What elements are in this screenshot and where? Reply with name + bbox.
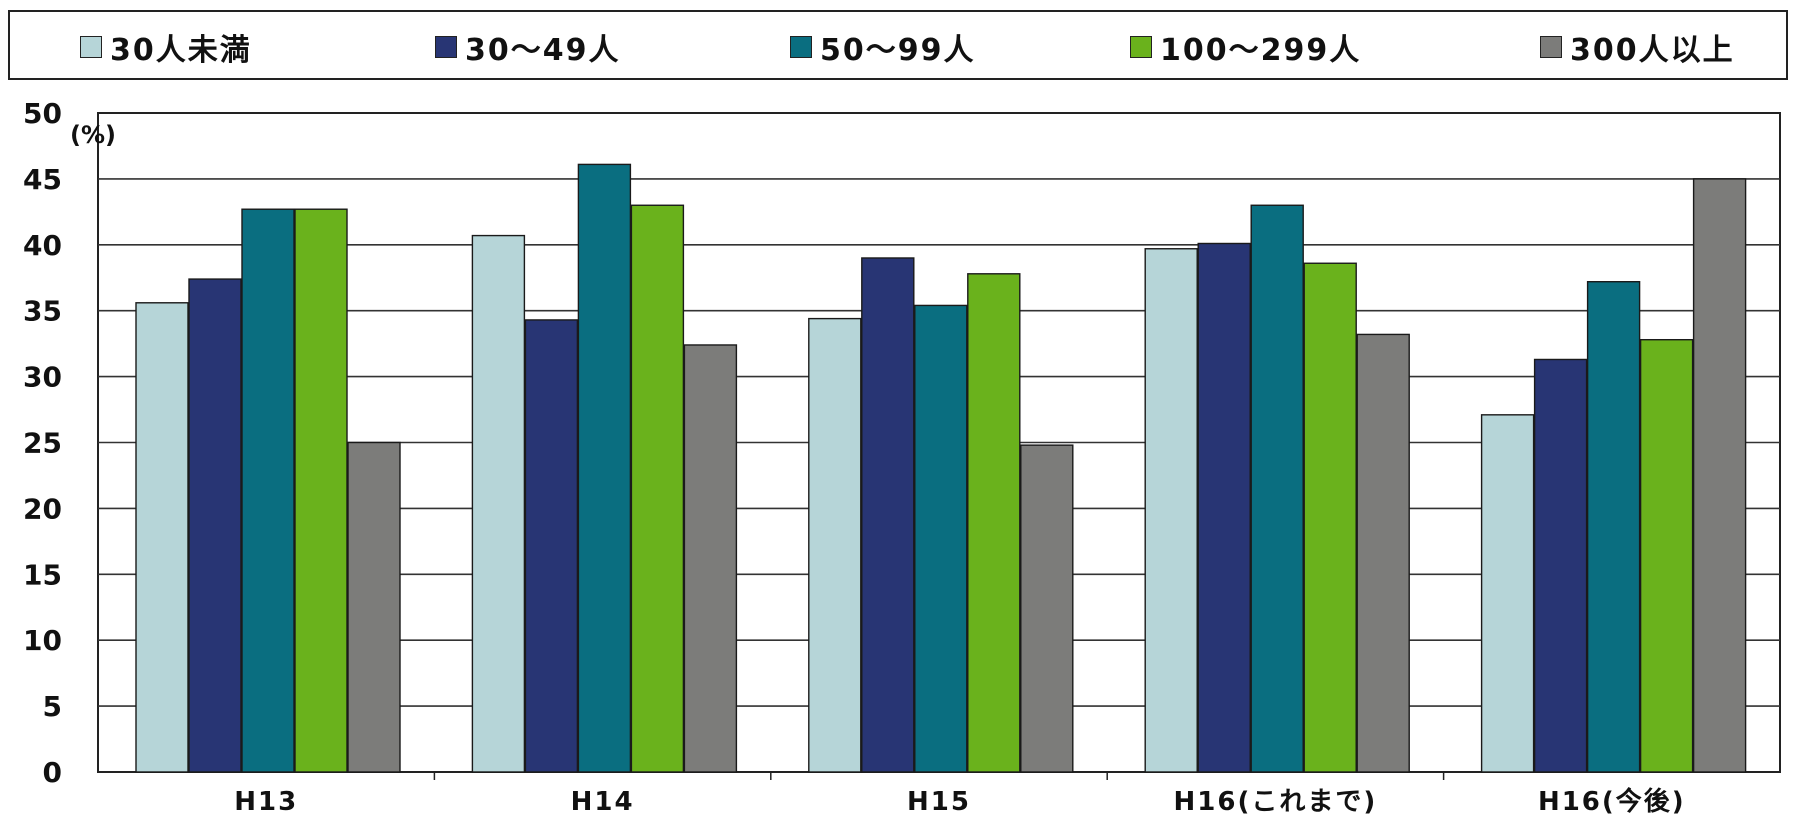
bar [188,278,242,773]
bar [135,302,189,773]
legend-label-30-49: 30～49人 [465,33,621,68]
x-category-label: H13 [234,787,298,817]
legend-swatch-30-49 [435,36,457,58]
bar [1639,338,1694,773]
x-category-label: H16(今後) [1538,786,1686,817]
legend-item-50-99: 50～99人 [790,12,976,82]
x-category-label: H14 [571,787,635,817]
y-tick-label: 10 [23,624,62,657]
legend-item-under-30: 30人未満 [80,12,252,82]
x-category-label: H15 [907,787,971,817]
y-tick-label: 15 [23,558,62,591]
bar [1356,333,1410,773]
bar [967,273,1021,773]
y-tick-label: 40 [23,229,62,262]
bar [471,234,526,773]
legend-item-100-299: 100～299人 [1130,12,1361,82]
y-tick-label: 30 [23,361,62,394]
y-unit-label: (%) [70,121,116,149]
bar [808,317,862,773]
bar [1250,204,1304,773]
bar [861,257,915,773]
y-tick-label: 35 [23,295,62,328]
bar [1197,242,1251,773]
legend-swatch-100-299 [1130,36,1152,58]
legend-label-100-299: 100～299人 [1160,33,1362,68]
bar [577,163,632,773]
bar [241,208,295,773]
bar [1533,358,1588,773]
y-tick-label: 50 [23,97,62,130]
legend: 30人未満 30～49人 50～99人 100～299人 300人以上 [8,10,1788,80]
legend-swatch-50-99 [790,36,812,58]
bar [1020,444,1074,773]
legend-item-300-plus: 300人以上 [1540,12,1735,82]
bar [1480,414,1535,773]
legend-label-50-99: 50～99人 [820,33,976,68]
legend-swatch-under-30 [80,36,102,58]
x-category-label: H16(これまで) [1174,787,1378,817]
bar [683,344,738,773]
bar [1303,262,1357,773]
legend-item-30-49: 30～49人 [435,12,621,82]
legend-swatch-300-plus [1540,36,1562,58]
bar [1144,248,1198,773]
bar [1586,281,1641,773]
legend-label-300-plus: 300人以上 [1570,33,1735,68]
bar [1692,178,1747,773]
bar [524,319,579,773]
y-tick-label: 25 [23,427,62,460]
bar [914,304,968,773]
y-tick-label: 45 [23,163,62,196]
y-tick-label: 20 [23,492,62,525]
bar [630,204,685,773]
bar [294,208,348,773]
y-tick-label: 5 [43,690,62,723]
legend-label-under-30: 30人未満 [110,33,252,68]
y-tick-label: 0 [43,756,62,789]
bar [347,441,401,773]
